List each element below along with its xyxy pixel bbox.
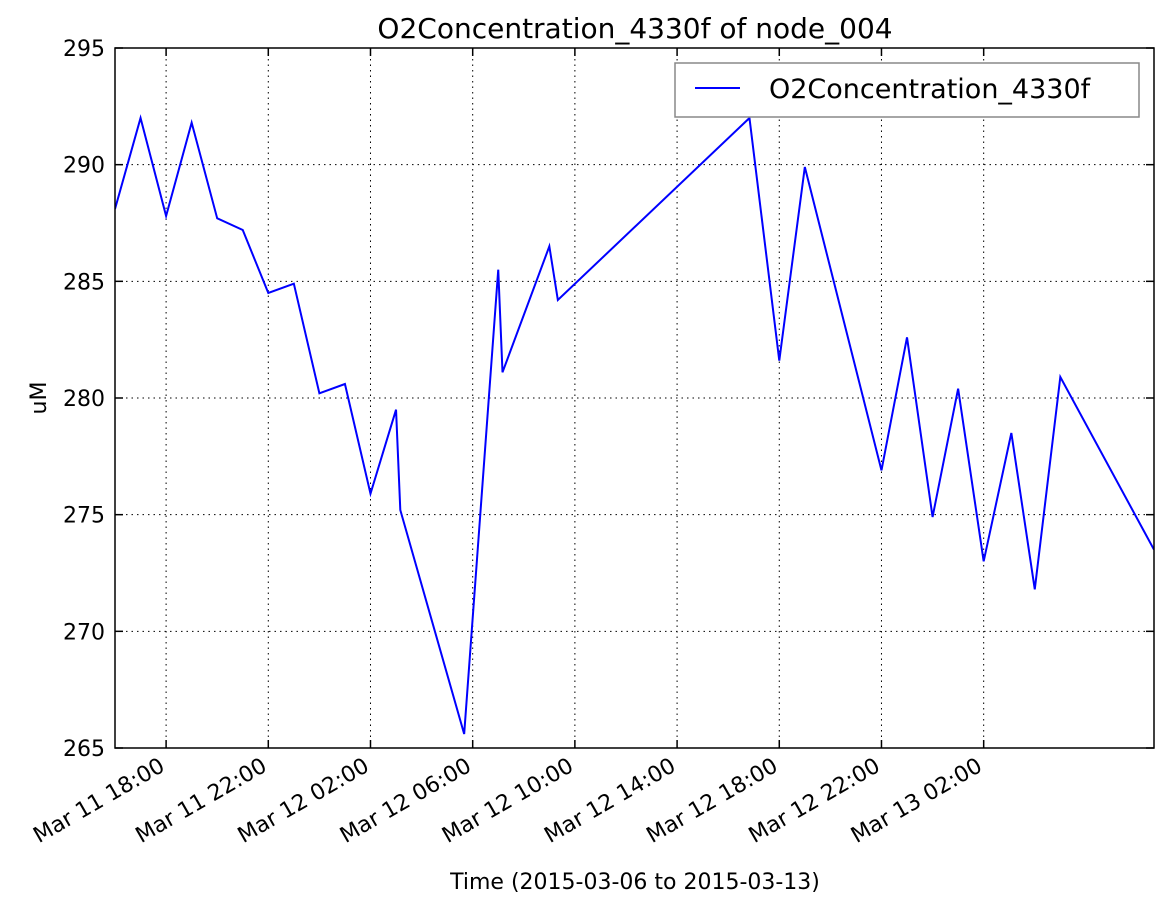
series-layer [115, 114, 1154, 735]
chart-title: O2Concentration_4330f of node_004 [377, 12, 892, 45]
y-tick-label: 265 [63, 737, 105, 762]
y-tick-label: 280 [63, 387, 105, 412]
legend-entry-label: O2Concentration_4330f [769, 74, 1092, 105]
y-tick-label: 295 [63, 37, 105, 62]
series-line [115, 114, 1154, 735]
y-axis-label: uM [27, 382, 52, 415]
y-tick-label: 290 [63, 154, 105, 179]
legend: O2Concentration_4330f [674, 62, 1140, 118]
x-axis-label: Time (2015-03-06 to 2015-03-13) [449, 870, 820, 895]
y-tick-label: 270 [63, 620, 105, 645]
y-tick-label: 275 [63, 504, 105, 529]
legend-box [674, 62, 1140, 118]
y-tick-label: 285 [63, 270, 105, 295]
